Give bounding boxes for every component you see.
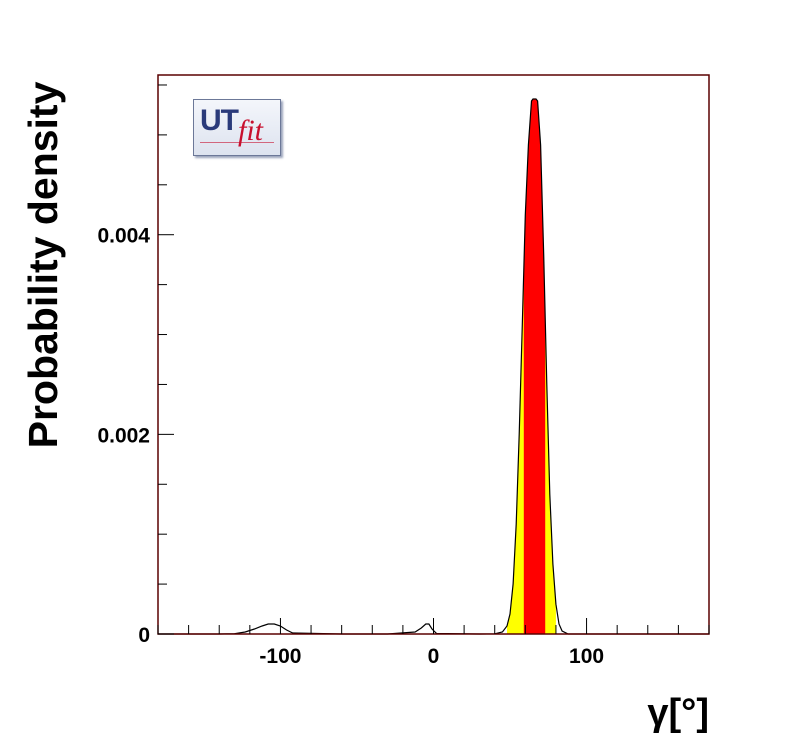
plot-frame — [157, 74, 710, 635]
x-tick-label: -100 — [259, 645, 301, 668]
y-axis-label: Probability density — [20, 81, 66, 448]
x-tick-label: 100 — [569, 645, 604, 668]
y-tick-label: 0.002 — [97, 424, 150, 447]
x-tick-label: 0 — [428, 645, 440, 668]
utfit-logo: UT fit — [193, 99, 281, 156]
tick-labels: -100 0 100 0 0.002 0.004 — [97, 225, 604, 668]
axis-ticks — [157, 84, 710, 635]
credible-bands — [506, 99, 556, 634]
logo-rule — [200, 142, 274, 143]
density-curve — [158, 98, 709, 635]
logo-text-fit: fit — [238, 114, 264, 147]
credible-band-2 — [523, 99, 546, 634]
y-tick-label: 0.004 — [97, 225, 150, 248]
x-axis-label: γ[°] — [647, 692, 709, 734]
y-tick-label: 0 — [138, 624, 150, 647]
logo-text-ut: UT — [200, 104, 239, 137]
